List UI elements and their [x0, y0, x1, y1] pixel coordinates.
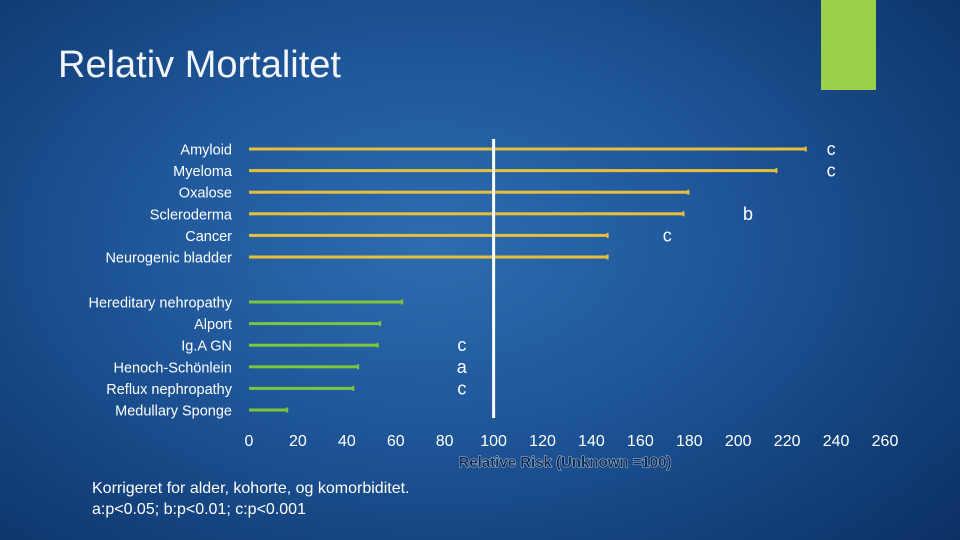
x-tick-label: 20	[289, 433, 307, 450]
x-tick-label: 240	[823, 433, 850, 450]
page-title: Relativ Mortalitet	[58, 44, 341, 86]
bar-end-cap	[687, 189, 690, 195]
x-tick-label: 160	[627, 433, 654, 450]
x-axis-label: Relative Risk (Unknown =100)	[459, 454, 672, 471]
footnote-adjustment: Korrigeret for alder, kohorte, og komorb…	[92, 480, 410, 497]
significance-letter: c	[457, 335, 466, 355]
bar-end-cap	[379, 321, 382, 327]
x-tick-label: 200	[725, 433, 752, 450]
x-tick-label: 40	[338, 433, 356, 450]
footnote: Korrigeret for alder, kohorte, og komorb…	[92, 478, 410, 520]
x-tick-label: 60	[387, 433, 405, 450]
x-tick-label: 260	[872, 433, 899, 450]
bar-henoch-sch-nlein	[249, 365, 360, 369]
accent-bar	[821, 0, 876, 90]
significance-letter: a	[457, 357, 468, 377]
category-label: Alport	[194, 317, 232, 333]
category-label: Scleroderma	[150, 207, 233, 223]
category-label: Reflux nephropathy	[106, 382, 232, 398]
bar-end-cap	[775, 168, 778, 174]
x-tick-label: 100	[480, 433, 507, 450]
bar-medullary-sponge	[249, 408, 289, 412]
category-label: Myeloma	[173, 164, 233, 180]
category-label: Amyloid	[180, 143, 232, 159]
category-label: Henoch-Schönlein	[114, 360, 233, 376]
x-tick-label: 80	[436, 433, 454, 450]
bar-neurogenic-bladder	[249, 255, 609, 259]
bar-end-cap	[357, 364, 360, 370]
x-tick-label: 220	[774, 433, 801, 450]
bar-scleroderma	[249, 212, 685, 216]
significance-letter: c	[827, 161, 836, 181]
category-labels: Amyloid Myeloma Oxalose Scleroderma Cancer Ne…	[89, 143, 233, 420]
bar-reflux-nephropathy	[249, 386, 355, 390]
bar-end-cap	[352, 385, 355, 391]
category-label: Cancer	[185, 229, 232, 245]
category-label: Ig.A GN	[181, 339, 232, 355]
bar-end-cap	[376, 342, 379, 348]
bar-end-cap	[682, 211, 685, 217]
bar-cancer	[249, 233, 609, 237]
x-tick-label: 120	[529, 433, 556, 450]
x-tick-label: 0	[245, 433, 254, 450]
significance-letter: b	[743, 204, 753, 224]
bar-amyloid	[249, 147, 807, 151]
category-label: Neurogenic bladder	[105, 251, 232, 267]
bar-end-cap	[606, 254, 609, 260]
significance-letter: c	[663, 225, 672, 245]
bar-alport	[249, 322, 382, 326]
bars-layer	[249, 146, 807, 413]
x-tick-label: 180	[676, 433, 703, 450]
footnote-significance: a:p<0.05; b:p<0.01; c:p<0.001	[92, 501, 306, 518]
bar-oxalose	[249, 190, 690, 194]
category-label: Hereditary nehropathy	[89, 296, 233, 312]
bar-end-cap	[606, 232, 609, 238]
bar-ig-a-gn	[249, 343, 379, 347]
significance-letter: c	[457, 378, 466, 398]
x-axis-ticks: 0 20 40 60 80 100 120 140 160 180 200 220 240 260	[245, 433, 899, 450]
category-label: Medullary Sponge	[115, 404, 232, 420]
significance-letter: c	[827, 139, 836, 159]
bar-end-cap	[401, 299, 404, 305]
bar-hereditary-nehropathy	[249, 300, 404, 304]
bar-end-cap	[804, 146, 807, 152]
x-tick-label: 140	[578, 433, 605, 450]
bar-myeloma	[249, 169, 778, 173]
bar-end-cap	[286, 407, 289, 413]
category-label: Oxalose	[179, 186, 232, 202]
